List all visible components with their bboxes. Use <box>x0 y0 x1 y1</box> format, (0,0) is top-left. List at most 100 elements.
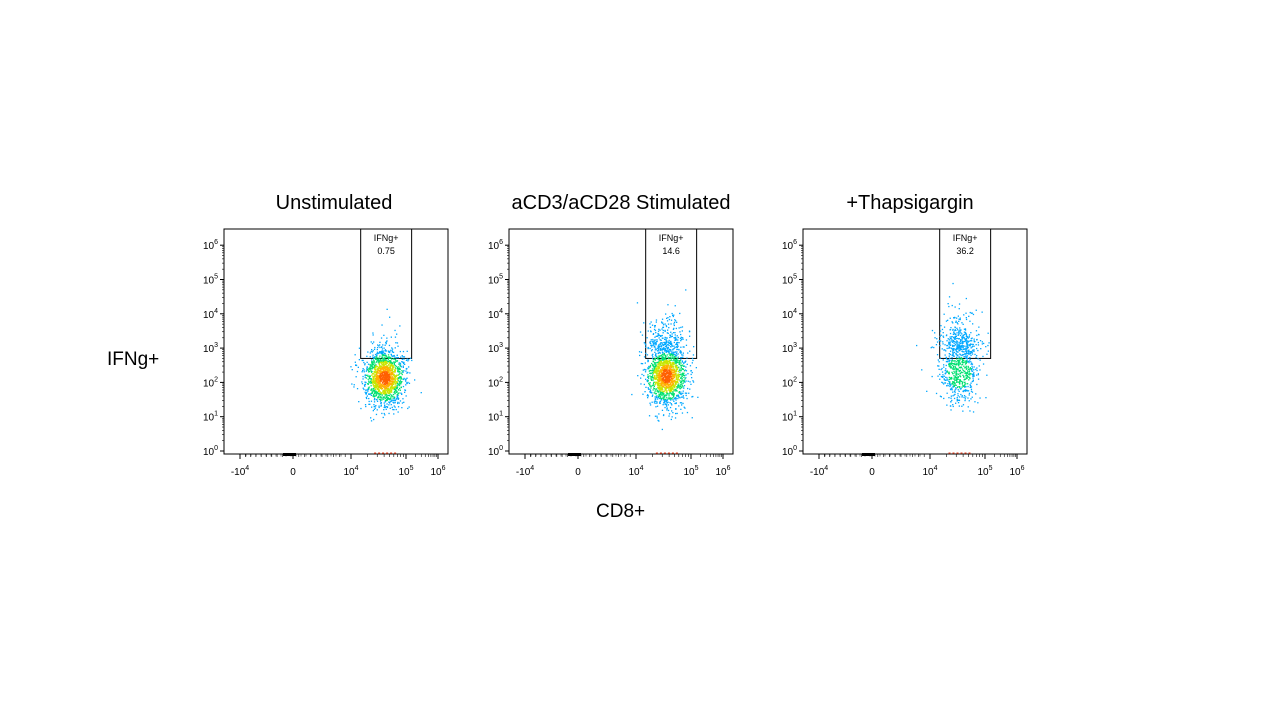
event-dot <box>668 350 670 352</box>
event-dot <box>397 345 399 347</box>
event-dot <box>959 387 961 389</box>
event-dot <box>962 374 964 376</box>
event-dot <box>380 351 382 353</box>
event-dot <box>658 380 660 382</box>
event-dot <box>669 382 672 384</box>
event-dot <box>649 347 651 350</box>
event-dot <box>381 384 383 387</box>
event-dot <box>673 371 675 373</box>
event-dot <box>364 381 366 383</box>
event-dot <box>660 335 662 337</box>
event-dot <box>661 359 664 361</box>
event-dot <box>388 344 391 347</box>
event-dot <box>368 380 370 382</box>
event-dot <box>678 373 681 376</box>
event-dot <box>964 390 966 392</box>
event-dot <box>956 380 958 383</box>
event-dot <box>969 372 971 375</box>
event-dot <box>666 362 668 365</box>
event-dot <box>682 364 684 366</box>
event-dot <box>387 378 389 381</box>
event-dot <box>662 347 665 349</box>
event-dot <box>680 393 682 396</box>
event-dot <box>375 413 378 416</box>
event-dot <box>652 356 654 358</box>
event-dot <box>657 389 659 392</box>
event-dot <box>950 365 952 367</box>
event-dot <box>966 377 968 379</box>
event-dot <box>682 382 684 384</box>
event-dot <box>966 341 968 344</box>
event-dot <box>395 375 397 377</box>
event-dot <box>961 358 964 360</box>
event-dot <box>394 386 396 389</box>
event-dot <box>676 368 678 371</box>
event-dot <box>377 386 379 388</box>
event-dot <box>652 366 654 368</box>
event-dot <box>965 396 967 398</box>
event-dot <box>684 375 686 377</box>
event-dot <box>968 379 970 381</box>
event-dot <box>961 396 963 398</box>
event-dot <box>385 394 387 396</box>
event-dot <box>968 394 970 396</box>
event-dot <box>376 376 378 378</box>
event-dot <box>643 322 645 324</box>
gate-ifng-positive[interactable] <box>360 228 413 359</box>
event-dot <box>956 356 958 358</box>
event-dot <box>664 361 666 364</box>
event-dot <box>367 388 369 390</box>
event-dot <box>374 398 376 400</box>
y-tick-label: 101 <box>782 411 797 424</box>
event-dot <box>681 354 683 356</box>
event-dot <box>386 371 388 374</box>
event-dot <box>682 354 684 356</box>
event-dot <box>954 360 956 362</box>
event-dot <box>651 349 653 351</box>
event-dot <box>388 404 390 406</box>
event-dot <box>405 379 407 381</box>
event-dot <box>978 365 980 367</box>
event-dot <box>384 397 386 399</box>
event-dot <box>950 347 952 349</box>
event-dot <box>374 379 377 381</box>
event-dot <box>388 383 391 386</box>
event-dot <box>650 387 652 389</box>
event-dot <box>962 390 964 392</box>
event-dot <box>662 362 664 364</box>
event-dot <box>666 361 669 363</box>
event-dot <box>956 341 958 343</box>
event-dot <box>683 387 685 389</box>
event-dot <box>388 350 390 352</box>
event-dot <box>964 356 966 358</box>
event-dot <box>392 365 394 367</box>
event-dot <box>952 363 954 365</box>
gate-ifng-positive[interactable] <box>939 228 992 359</box>
event-dot <box>371 361 373 363</box>
event-dot <box>385 396 387 398</box>
event-dot <box>973 374 975 376</box>
panel-title-stimulated: aCD3/aCD28 Stimulated <box>511 192 731 214</box>
event-dot <box>391 358 393 360</box>
event-dot <box>652 383 655 385</box>
event-dot <box>955 320 957 322</box>
event-dot <box>663 402 665 404</box>
event-dot <box>964 378 966 381</box>
event-dot <box>673 323 675 325</box>
event-dot <box>665 367 667 369</box>
event-dot <box>393 363 395 366</box>
event-dot <box>655 353 657 355</box>
event-dot <box>661 364 663 366</box>
event-dot <box>420 392 422 394</box>
event-dot <box>369 356 371 358</box>
event-dot <box>954 306 956 308</box>
event-dot <box>966 336 968 338</box>
event-dot <box>963 348 965 350</box>
event-dot <box>402 361 404 363</box>
event-dot <box>664 348 667 350</box>
event-dot <box>965 386 967 388</box>
event-dot <box>943 349 945 351</box>
event-dot <box>407 407 409 410</box>
event-dot <box>948 360 951 362</box>
event-dot <box>658 369 660 371</box>
